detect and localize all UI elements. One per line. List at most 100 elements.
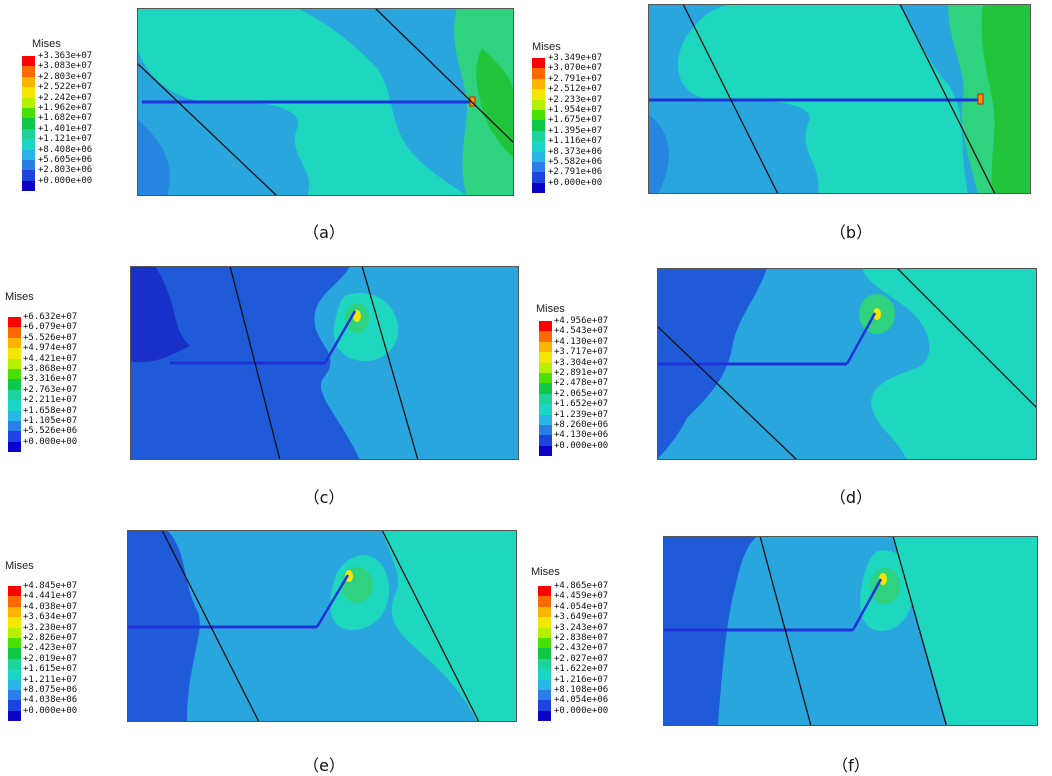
legend-value: +2.522e+07 [38,82,93,93]
contour-region-mid [862,268,1037,460]
fracture-line [361,266,419,460]
legend-value: +4.130e+06 [554,430,609,441]
legend-colorbar [22,56,35,192]
legend-value: +4.130e+07 [554,336,609,347]
legend-swatch [539,393,552,405]
legend-value: +3.243e+07 [554,622,609,633]
legend-value: +4.845e+07 [23,581,78,591]
legend-value: +2.791e+06 [548,167,603,178]
legend-value: +3.649e+07 [554,612,609,623]
legend-swatch [8,596,21,607]
legend-value: +2.423e+07 [23,643,78,654]
stress-contour-plot-c [130,266,519,460]
contour-region-high [870,568,900,604]
legend-title: Mises [5,291,34,303]
legend-value: +1.211e+07 [23,674,78,685]
legend-value: +2.242e+07 [38,92,93,103]
caption-e: （e） [303,756,345,775]
legend-value: +0.000e+00 [38,175,93,186]
legend-value: +2.478e+07 [554,378,609,389]
legend-swatch [8,710,21,722]
legend-values: +6.632e+07 +6.079e+07 +5.526e+07 +4.974e… [23,312,77,447]
fracture-line [896,268,1037,409]
legend-swatch [538,679,551,690]
legend-swatch [8,606,21,618]
legend-value: +3.717e+07 [554,347,609,358]
legend-swatch [538,648,551,659]
legend-swatch [532,68,545,79]
fracture-line [229,266,281,460]
legend-value: +4.038e+07 [23,601,78,612]
stress-contour-plot-e [127,530,517,722]
legend-swatch [8,379,21,390]
contour-region-mid [382,530,517,722]
legend-value: +4.421e+07 [23,353,78,364]
legend-title: Mises [531,566,560,578]
legend-swatch [532,89,545,100]
fracture-line [892,536,948,726]
legend-value: +3.083e+07 [38,61,93,72]
caption-b: （b） [829,223,873,242]
legend-swatch [8,658,21,670]
legend-value: +1.395e+07 [548,125,603,136]
legend-swatch [532,58,545,69]
contour-region-peak [476,48,514,158]
legend-value: +4.543e+07 [554,326,609,337]
legend-value: +2.803e+06 [38,165,93,176]
legend-swatch [8,431,21,442]
legend-value: +2.027e+07 [554,653,609,664]
legend-value: +5.526e+07 [23,332,78,343]
legend-value: +2.826e+07 [23,632,78,643]
legend-value: +1.116e+07 [548,136,603,147]
legend-value: +6.079e+07 [23,322,78,333]
fracture-line [374,8,514,144]
legend-value: +8.075e+06 [23,684,78,695]
legend-value: +8.260e+06 [554,419,609,430]
legend-value: +1.622e+07 [554,664,609,675]
legend-colorbar [538,586,551,722]
crack-tip-marker [977,93,984,105]
legend-title: Mises [536,303,565,315]
legend-values: +4.845e+07 +4.441e+07 +4.038e+07 +3.634e… [23,581,77,716]
legend-swatch [8,627,21,638]
legend-swatch [8,400,21,411]
legend-swatch [8,689,21,701]
legend-value: +3.363e+07 [38,51,93,61]
stress-contour-plot-d [657,268,1037,460]
legend-title: Mises [532,41,561,53]
legend-value: +2.512e+07 [548,84,603,95]
legend-swatch [538,637,551,649]
legend-value: +3.316e+07 [23,374,78,385]
legend-value: +2.891e+07 [554,367,609,378]
legend-swatch [22,87,35,98]
legend-swatch [539,445,552,457]
legend-swatch [539,424,552,436]
legend-swatch [8,368,21,380]
legend-value: +2.803e+07 [38,71,93,82]
legend-value: +4.459e+07 [554,591,609,602]
caption-d: （d） [829,488,873,507]
legend-swatch [8,669,21,680]
legend-swatch [8,679,21,690]
legend-values: +4.865e+07 +4.459e+07 +4.054e+07 +3.649e… [554,581,608,716]
legend-swatch [532,130,545,142]
legend-value: +2.838e+07 [554,632,609,643]
legend-values: +3.363e+07 +3.083e+07 +2.803e+07 +2.522e… [38,51,92,186]
plot-border [130,266,519,460]
plot-border [137,8,514,196]
crack-branch [323,310,357,364]
legend-value: +4.974e+07 [23,343,78,354]
legend-swatch [8,317,21,328]
legend-swatch [538,689,551,701]
legend-value: +4.865e+07 [554,581,609,591]
legend-swatch [532,120,545,131]
crack-branch [851,578,883,631]
crack-tip-marker [469,96,476,107]
legend-swatch [8,617,21,628]
contour-region-peak [873,308,881,320]
legend-swatch [22,128,35,140]
contour-region-low [648,114,669,194]
fracture-line [682,4,779,194]
legend-swatch [22,170,35,181]
legend-value: +1.682e+07 [38,113,93,124]
